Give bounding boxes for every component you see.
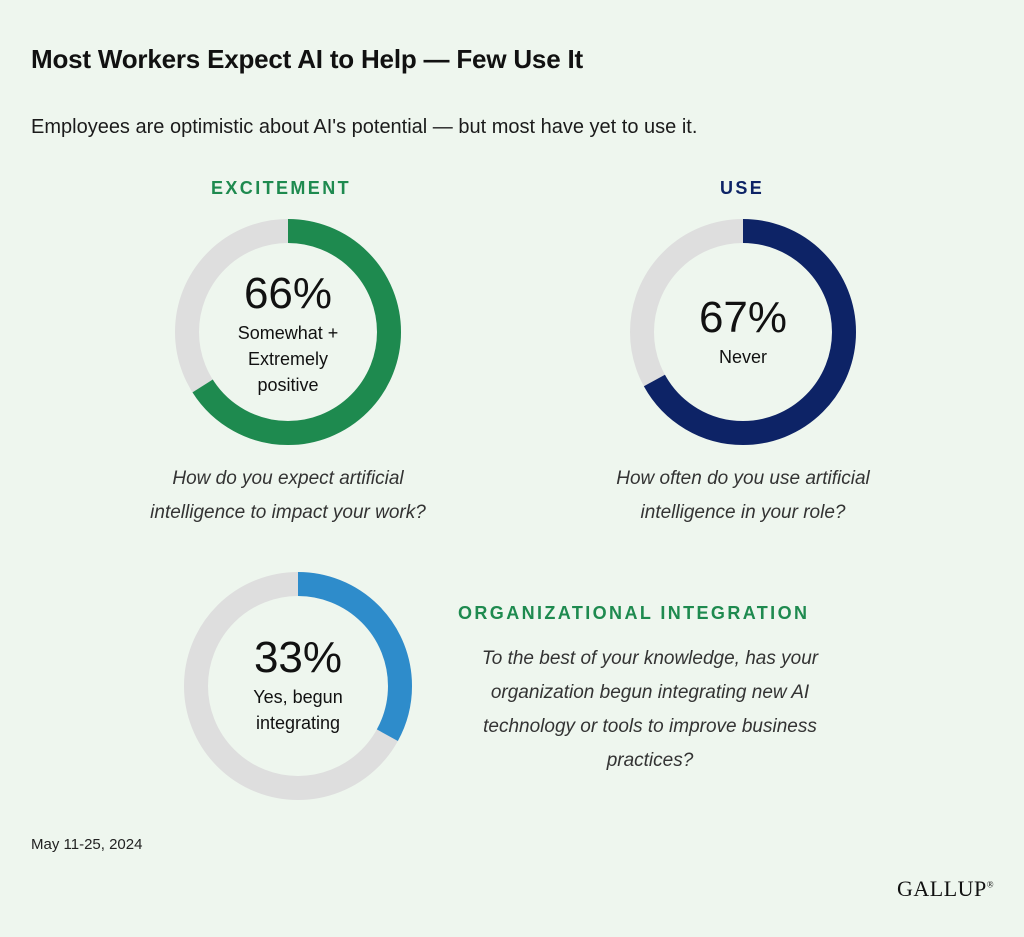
gallup-logo-text: GALLUP xyxy=(897,876,987,901)
excitement-desc-3: positive xyxy=(172,372,404,398)
excitement-value: 66% xyxy=(172,272,404,316)
integration-question-4: practices? xyxy=(607,750,694,771)
survey-date: May 11-25, 2024 xyxy=(31,836,142,853)
integration-value: 33% xyxy=(181,636,415,680)
excitement-label: EXCITEMENT xyxy=(211,178,351,199)
excitement-question-2: intelligence to impact your work? xyxy=(150,502,426,523)
use-question-1: How often do you use artificial xyxy=(616,468,869,489)
integration-desc-1: Yes, begun xyxy=(181,684,415,710)
use-label: USE xyxy=(720,178,764,199)
integration-question-2: organization begun integrating new AI xyxy=(491,682,809,703)
excitement-center: 66% Somewhat + Extremely positive xyxy=(172,272,404,398)
integration-question-1: To the best of your knowledge, has your xyxy=(482,648,818,669)
integration-center: 33% Yes, begun integrating xyxy=(181,636,415,736)
chart-title: Most Workers Expect AI to Help — Few Use… xyxy=(31,44,583,75)
integration-label: ORGANIZATIONAL INTEGRATION xyxy=(458,603,809,624)
excitement-question: How do you expect artificial intelligenc… xyxy=(108,462,468,530)
gallup-logo: GALLUP® xyxy=(897,876,994,902)
use-center: 67% Never xyxy=(627,296,859,370)
use-value: 67% xyxy=(627,296,859,340)
use-question: How often do you use artificial intellig… xyxy=(563,462,923,530)
use-question-2: intelligence in your role? xyxy=(641,502,846,523)
excitement-desc-1: Somewhat + xyxy=(172,320,404,346)
integration-question: To the best of your knowledge, has your … xyxy=(440,642,860,778)
excitement-desc-2: Extremely xyxy=(172,346,404,372)
integration-desc-2: integrating xyxy=(181,710,415,736)
integration-question-3: technology or tools to improve business xyxy=(483,716,817,737)
chart-subtitle: Employees are optimistic about AI's pote… xyxy=(31,116,697,139)
excitement-question-1: How do you expect artificial xyxy=(172,468,403,489)
use-desc-1: Never xyxy=(627,344,859,370)
